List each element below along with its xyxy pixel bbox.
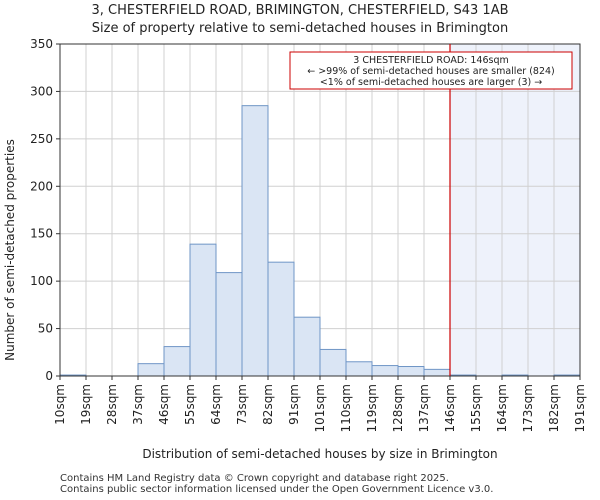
histogram-bar [137,363,165,377]
chart-title: 3, CHESTERFIELD ROAD, BRIMINGTON, CHESTE… [91,3,509,18]
y-tick-label: 50 [38,322,53,336]
x-tick-label: 64sqm [209,384,223,425]
histogram-bar [345,361,373,377]
x-tick-label: 182sqm [547,384,561,432]
x-tick-label: 82sqm [261,384,275,425]
histogram-bar [267,261,295,377]
x-tick-label: 37sqm [131,384,145,425]
histogram-bar [371,365,399,377]
histogram-bar [189,243,217,377]
histogram-bar [293,316,321,377]
x-tick-label: 173sqm [521,384,535,432]
y-tick-label: 350 [30,37,53,51]
x-axis-label: Distribution of semi-detached houses by … [142,447,497,461]
y-tick-label: 0 [45,369,53,383]
x-tick-label: 101sqm [313,384,327,432]
y-tick-label: 150 [30,227,53,241]
x-tick-label: 46sqm [157,384,171,425]
highlight-region [450,44,580,376]
histogram-bar [163,346,191,377]
x-tick-label: 119sqm [365,384,379,432]
annotation-line: <1% of semi-detached houses are larger (… [320,77,542,88]
y-tick-label: 200 [30,179,53,193]
x-tick-label: 110sqm [339,384,353,432]
x-tick-label: 191sqm [573,384,587,432]
footer-line-2: Contains public sector information licen… [60,484,494,495]
x-tick-label: 137sqm [417,384,431,432]
x-tick-label: 164sqm [495,384,509,432]
histogram-bar [215,272,243,377]
footer-line-1: Contains HM Land Registry data © Crown c… [60,473,449,484]
chart-subtitle: Size of property relative to semi-detach… [91,21,509,36]
x-tick-label: 10sqm [53,384,67,425]
histogram-bar [241,105,269,377]
x-tick-label: 91sqm [287,384,301,425]
annotation-line: 3 CHESTERFIELD ROAD: 146sqm [353,55,509,66]
x-tick-label: 155sqm [469,384,483,432]
x-tick-label: 146sqm [443,384,457,432]
annotation-line: ← >99% of semi-detached houses are small… [307,66,555,77]
x-tick-label: 28sqm [105,384,119,425]
y-tick-label: 250 [30,132,53,146]
y-tick-label: 300 [30,84,53,98]
y-axis-label: Number of semi-detached properties [3,139,17,361]
y-tick-label: 100 [30,274,53,288]
x-tick-label: 55sqm [183,384,197,425]
x-tick-label: 73sqm [235,384,249,425]
histogram-bar [319,348,347,377]
annotation-box [289,51,573,90]
x-tick-label: 19sqm [79,384,93,425]
histogram-bar [423,368,451,377]
histogram-bar [397,366,425,377]
x-tick-label: 128sqm [391,384,405,432]
